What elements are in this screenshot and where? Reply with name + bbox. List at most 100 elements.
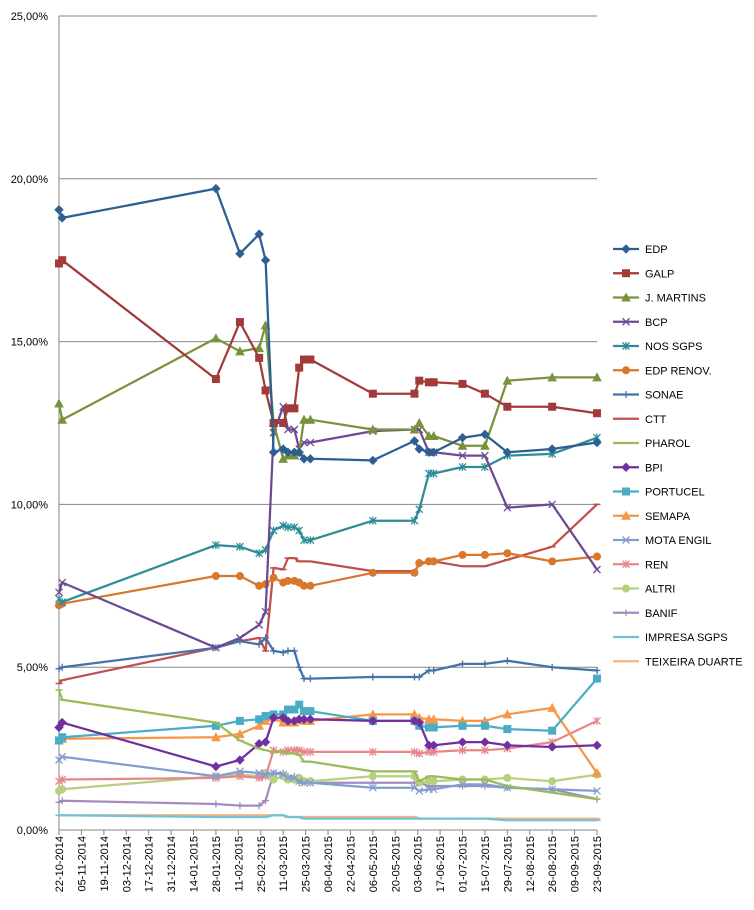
data-point	[548, 777, 557, 786]
data-point	[429, 777, 438, 786]
data-point	[368, 747, 377, 756]
data-point	[58, 785, 67, 794]
data-point	[211, 572, 220, 581]
x-tick-label: 29-07-2015	[502, 836, 514, 892]
data-point	[254, 343, 264, 353]
data-point	[279, 649, 287, 657]
data-point	[235, 346, 245, 356]
data-point	[306, 707, 315, 716]
legend-label: TEIXEIRA DUARTE	[645, 656, 743, 668]
data-point	[54, 205, 64, 215]
data-point	[548, 500, 557, 509]
y-tick-label: 0,00%	[17, 825, 48, 837]
x-tick-label: 25-03-2015	[301, 836, 313, 892]
data-point	[212, 800, 220, 808]
legend-item: EDP RENOV.	[613, 365, 712, 377]
data-point	[368, 716, 378, 726]
data-point	[235, 716, 244, 725]
data-point	[415, 505, 424, 514]
data-point	[622, 391, 630, 398]
data-point	[284, 773, 292, 782]
data-point	[429, 469, 438, 478]
data-point	[305, 454, 316, 464]
x-tick-label: 25-02-2015	[256, 836, 268, 892]
data-point	[235, 248, 245, 259]
x-tick-label: 26-08-2015	[547, 836, 559, 892]
data-point	[255, 620, 264, 629]
data-point	[261, 607, 270, 616]
data-point	[480, 451, 489, 460]
legend-label: SEMAPA	[645, 511, 691, 523]
data-point	[260, 255, 271, 265]
data-point	[457, 737, 468, 747]
x-tick-label: 08-04-2015	[323, 836, 335, 892]
data-point	[270, 647, 278, 655]
series-nos-sgps	[55, 433, 601, 607]
data-point	[211, 541, 220, 550]
data-point	[236, 802, 244, 810]
legend-label: EDP	[645, 244, 668, 256]
data-point	[235, 572, 244, 581]
data-point	[502, 447, 513, 458]
data-point	[593, 552, 601, 561]
data-point	[459, 660, 466, 668]
data-point	[458, 746, 467, 755]
data-point	[260, 715, 271, 725]
series-edp-renov-	[55, 549, 601, 610]
data-point	[415, 559, 424, 568]
data-point	[300, 747, 308, 756]
data-point	[368, 772, 377, 781]
x-tick-label: 17-12-2014	[144, 836, 156, 892]
data-point	[262, 797, 270, 805]
data-point	[294, 447, 304, 458]
legend-label: NOS SGPS	[645, 341, 702, 353]
legend-label: BANIF	[645, 608, 678, 620]
data-point	[480, 780, 489, 789]
series-edp	[54, 183, 602, 466]
data-point	[262, 634, 270, 642]
data-point	[290, 773, 299, 782]
data-point	[295, 663, 303, 671]
series-pharol	[55, 688, 601, 801]
data-point	[409, 424, 420, 434]
data-point	[269, 775, 278, 784]
data-point	[593, 666, 601, 674]
data-point	[503, 773, 512, 782]
data-point	[410, 516, 419, 525]
data-point	[457, 440, 468, 450]
data-point	[290, 425, 299, 434]
data-point	[283, 447, 293, 458]
data-point	[54, 398, 64, 408]
data-point	[255, 581, 264, 590]
legend-item: J. MARTINS	[613, 292, 706, 305]
legend-item: EDP	[613, 244, 668, 256]
data-point	[255, 640, 263, 648]
data-point	[593, 716, 601, 725]
data-point	[458, 550, 467, 559]
data-point	[414, 444, 424, 454]
legend-item: ALTRI	[613, 584, 675, 596]
data-point	[368, 424, 378, 434]
x-tick-label: 06-05-2015	[368, 836, 380, 892]
data-point	[622, 560, 630, 569]
data-point	[57, 213, 67, 223]
data-point	[547, 702, 558, 712]
data-point	[503, 549, 512, 558]
legend-item: REN	[613, 559, 668, 571]
data-point	[211, 183, 221, 194]
data-point	[279, 770, 288, 779]
data-point	[58, 752, 67, 761]
data-point	[622, 269, 630, 278]
data-point	[260, 737, 271, 747]
data-point	[415, 749, 424, 758]
legend-item: PORTUCEL	[613, 487, 705, 499]
data-point	[503, 657, 511, 665]
data-point	[480, 721, 489, 730]
data-point	[235, 633, 244, 642]
data-point	[284, 425, 292, 434]
y-tick-label: 15,00%	[11, 337, 49, 349]
data-point	[295, 746, 304, 755]
data-point	[306, 747, 315, 756]
data-point	[548, 402, 557, 411]
